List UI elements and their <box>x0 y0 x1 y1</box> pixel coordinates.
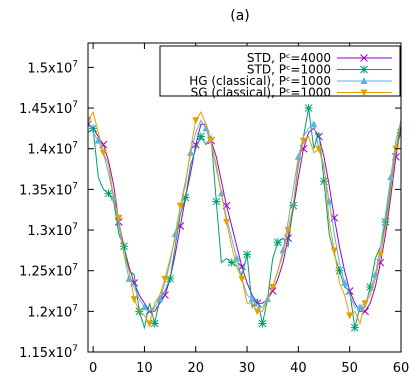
data-point <box>315 145 323 153</box>
series-layer <box>88 104 401 332</box>
x-tick-label: 50 <box>341 361 358 376</box>
data-point <box>248 295 256 303</box>
x-tick-label: 0 <box>89 361 97 376</box>
data-point <box>207 137 215 145</box>
data-point <box>273 238 282 247</box>
series-line <box>88 123 401 312</box>
data-point <box>320 177 329 186</box>
x-tick-label: 10 <box>136 361 153 376</box>
axis-ticks: 0 10 20 30 40 50 60 1.15x107 1.2x107 1.25x107 1.3x… <box>19 43 409 376</box>
data-point <box>238 275 246 283</box>
data-point <box>376 251 384 259</box>
data-point <box>300 137 308 145</box>
data-point <box>253 308 261 316</box>
y-tick-label: 1.4x107 <box>27 141 78 158</box>
data-point <box>88 117 92 125</box>
y-tick-label: 1.3x107 <box>27 222 78 239</box>
data-point <box>371 270 379 278</box>
data-point <box>94 136 102 144</box>
plot-frame <box>87 42 402 353</box>
y-tick-label: 1.5x107 <box>27 59 78 76</box>
y-tick-label: 1.2x107 <box>27 303 78 320</box>
data-point <box>104 189 113 198</box>
data-point <box>119 242 128 251</box>
data-point <box>150 319 159 328</box>
data-point <box>310 120 318 128</box>
data-point <box>294 152 302 160</box>
data-point <box>115 214 123 222</box>
data-point <box>366 282 375 291</box>
data-point <box>187 148 195 156</box>
data-point <box>223 218 231 226</box>
data-point <box>360 89 368 97</box>
data-point <box>269 283 277 291</box>
legend-label: SG (classical), Pᶜ=1000 <box>191 86 331 100</box>
data-point <box>360 65 368 74</box>
data-point <box>89 124 98 133</box>
legend-label: STD, Pᶜ=4000 <box>247 51 331 65</box>
data-point <box>227 258 236 267</box>
x-tick-label: 30 <box>239 361 256 376</box>
y-tick-label: 1.35x107 <box>19 181 78 198</box>
data-point <box>130 296 138 304</box>
data-point <box>161 275 169 283</box>
legend-label: HG (classical), Pᶜ=1000 <box>189 74 331 88</box>
data-point <box>161 291 169 299</box>
data-point <box>166 274 175 283</box>
data-point <box>176 202 184 210</box>
x-tick-label: 40 <box>290 361 307 376</box>
data-point <box>304 104 313 113</box>
legend-label: STD, Pᶜ=1000 <box>247 63 331 77</box>
data-point <box>335 266 344 275</box>
data-point <box>356 303 364 311</box>
y-tick-label: 1.45x107 <box>19 100 78 117</box>
legend-box <box>159 45 401 97</box>
data-point <box>350 323 359 332</box>
data-point <box>99 149 107 157</box>
data-point <box>341 278 349 286</box>
data-point <box>330 247 338 255</box>
data-point <box>196 132 205 141</box>
series-line <box>88 108 401 330</box>
chart-title: (a) <box>230 8 250 24</box>
data-point <box>192 117 200 125</box>
data-point <box>212 197 221 206</box>
data-point <box>361 300 369 308</box>
data-point <box>243 250 252 259</box>
x-tick-label: 60 <box>393 361 410 376</box>
data-point <box>284 227 292 235</box>
data-point <box>156 295 164 303</box>
data-point <box>146 320 154 328</box>
data-point <box>181 193 190 202</box>
series-3 <box>88 119 401 312</box>
data-point <box>360 54 368 62</box>
data-point <box>171 230 179 238</box>
y-tick-label: 1.25x107 <box>19 263 78 280</box>
data-point <box>140 303 148 311</box>
y-tick-label: 1.15x107 <box>19 344 78 361</box>
data-point <box>258 319 267 328</box>
x-tick-label: 20 <box>187 361 204 376</box>
series-4 <box>88 110 401 328</box>
data-point <box>381 217 390 226</box>
data-point <box>346 312 354 320</box>
data-point <box>279 246 287 254</box>
data-point <box>360 77 368 84</box>
series-line <box>88 110 401 326</box>
series-line <box>88 119 401 312</box>
